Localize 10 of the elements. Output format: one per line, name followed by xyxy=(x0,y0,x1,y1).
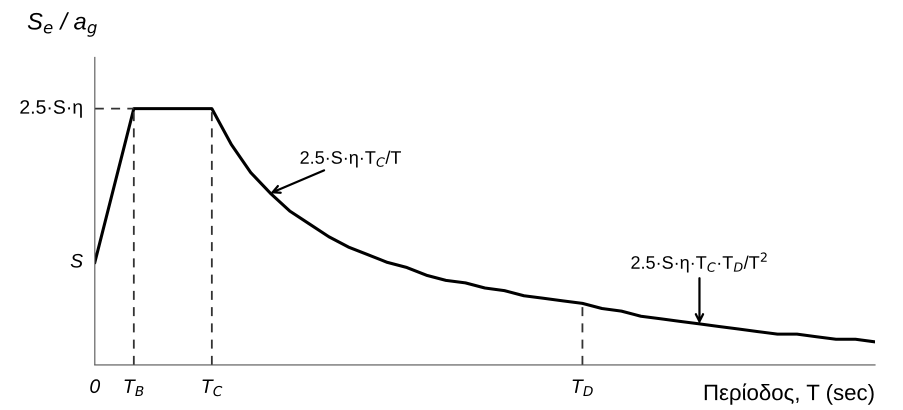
y-axis-title: S$_{e}$ / a$_{g}$ xyxy=(28,12,97,37)
x-tick-label: T$_{D}$ xyxy=(572,379,593,396)
x-tick-label: T$_{B}$ xyxy=(124,379,144,396)
annotation: 2.5·S·η·T$_{C}$/T xyxy=(300,150,401,168)
ref-line-label: 2.5·S·η xyxy=(20,100,82,118)
annotation: 2.5·S·η·T$_{C}$·T$_{D}$/T$^{2}$ xyxy=(631,252,767,272)
x-tick-label: T$_{C}$ xyxy=(202,379,222,396)
annotation: S xyxy=(70,254,83,268)
x-axis-title: Περίοδος, T (sec) xyxy=(704,383,874,405)
x-tick-label: 0 xyxy=(90,379,100,394)
